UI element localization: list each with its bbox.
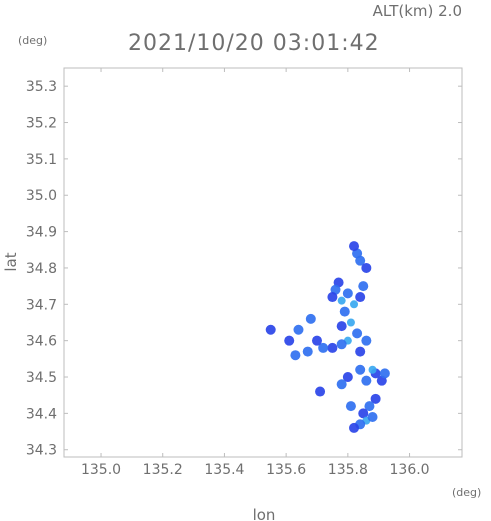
radar-echo-cell	[290, 350, 301, 361]
radar-echo-cell	[361, 375, 372, 386]
radar-echo-cell	[327, 292, 338, 303]
radar-echo-cell	[355, 346, 366, 357]
radar-echo-cell	[368, 365, 377, 374]
y-axis-label: lat	[2, 252, 20, 271]
altitude-label: ALT(km) 2.0	[373, 2, 462, 20]
y-tick-label: 35.3	[26, 79, 57, 95]
y-tick-label: 34.7	[26, 297, 57, 313]
x-tick-label: 135.2	[143, 462, 183, 478]
radar-echo-cell	[327, 342, 338, 353]
y-tick-label: 35.1	[26, 152, 57, 168]
chart-title-timestamp: 2021/10/20 03:01:42	[128, 31, 380, 56]
radar-echo-cell	[302, 346, 313, 357]
radar-echo-cell	[339, 306, 350, 317]
radar-echo-cell	[336, 321, 347, 332]
radar-echo-cell	[345, 401, 356, 412]
radar-echo-cell	[358, 281, 369, 292]
radar-echo-cell	[379, 368, 390, 379]
radar-echo-cell	[342, 288, 353, 299]
radar-echo-cell	[352, 328, 363, 339]
radar-echo-cell	[355, 292, 366, 303]
radar-echo-cell	[293, 324, 304, 335]
plot-area-frame	[63, 67, 463, 458]
radar-echo-cell	[346, 318, 355, 327]
radar-echo-cell	[336, 379, 347, 390]
y-tick-label: 34.9	[26, 225, 57, 241]
x-tick-label: 135.0	[81, 462, 121, 478]
x-tick-label: 135.6	[266, 462, 306, 478]
radar-echo-cell	[349, 422, 360, 433]
radar-echo-cell	[364, 401, 375, 412]
radar-echo-cell	[305, 313, 316, 324]
radar-echo-cell	[284, 335, 295, 346]
radar-echo-cell	[358, 408, 369, 419]
radar-echo-cell	[355, 255, 366, 266]
radar-echo-cell	[361, 335, 372, 346]
radar-echo-cell	[361, 262, 372, 273]
radar-echo-cell	[311, 335, 322, 346]
radar-echo-cell	[342, 372, 353, 383]
radar-echo-cell	[367, 412, 378, 423]
radar-echo-cell	[336, 339, 347, 350]
radar-echo-cell	[337, 296, 346, 305]
y-tick-label: 34.3	[26, 443, 57, 459]
y-axis-ticks: 34.3 34.4 34.5 34.6 34.7 34.8 34.9 35.0 35.1 35.2…	[26, 79, 462, 459]
x-tick-label: 135.4	[204, 462, 244, 478]
x-unit-label: (deg)	[452, 486, 481, 499]
radar-echo-cell	[349, 241, 360, 252]
radar-echo-layer	[265, 241, 390, 433]
y-tick-label: 35.2	[26, 116, 57, 132]
radar-echo-cell	[265, 324, 276, 335]
y-tick-label: 35.0	[26, 188, 57, 204]
x-tick-label: 136.0	[390, 462, 430, 478]
x-axis-ticks: 135.0 135.2 135.4 135.6 135.8 136.0	[81, 68, 430, 478]
radar-echo-cell	[370, 393, 381, 404]
radar-echo-cell	[355, 364, 366, 375]
y-tick-label: 34.5	[26, 370, 57, 386]
y-tick-label: 34.4	[26, 406, 57, 422]
x-axis-label: lon	[253, 506, 276, 521]
radar-echo-cell	[350, 300, 359, 309]
radar-echo-cell	[318, 342, 329, 353]
x-tick-label: 135.8	[328, 462, 368, 478]
radar-echo-cell	[315, 386, 326, 397]
y-tick-label: 34.6	[26, 334, 57, 350]
y-tick-label: 34.8	[26, 261, 57, 277]
y-unit-label: (deg)	[18, 34, 47, 47]
